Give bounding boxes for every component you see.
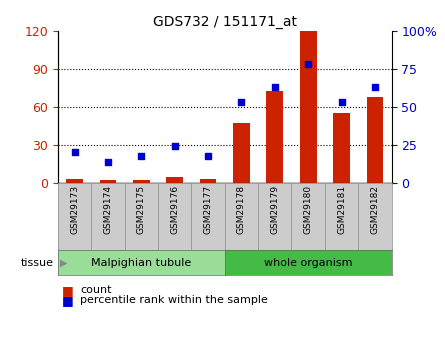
- Text: percentile rank within the sample: percentile rank within the sample: [80, 295, 268, 305]
- Text: ■: ■: [62, 294, 74, 307]
- Text: Malpighian tubule: Malpighian tubule: [91, 258, 191, 267]
- Bar: [133, 180, 150, 183]
- Bar: [200, 179, 216, 183]
- Point: [71, 150, 78, 155]
- Bar: [367, 97, 383, 183]
- Text: GSM29182: GSM29182: [370, 185, 380, 234]
- Bar: [267, 90, 283, 183]
- Point: [105, 159, 112, 164]
- Text: GSM29176: GSM29176: [170, 185, 179, 234]
- Point: [338, 100, 345, 105]
- Bar: [233, 124, 250, 183]
- Text: GSM29178: GSM29178: [237, 185, 246, 234]
- Bar: [300, 31, 316, 183]
- Text: GSM29174: GSM29174: [103, 185, 113, 234]
- Point: [138, 153, 145, 158]
- Bar: [166, 177, 183, 183]
- Text: whole organism: whole organism: [264, 258, 352, 267]
- Text: GSM29181: GSM29181: [337, 185, 346, 234]
- Text: GSM29173: GSM29173: [70, 185, 79, 234]
- Point: [305, 62, 312, 67]
- Text: GSM29179: GSM29179: [270, 185, 279, 234]
- Text: GSM29180: GSM29180: [303, 185, 313, 234]
- Bar: [66, 179, 83, 183]
- Text: ▶: ▶: [60, 258, 68, 267]
- Text: tissue: tissue: [20, 258, 53, 267]
- Point: [271, 85, 279, 90]
- Title: GDS732 / 151171_at: GDS732 / 151171_at: [153, 14, 297, 29]
- Bar: [100, 180, 116, 183]
- Text: GSM29175: GSM29175: [137, 185, 146, 234]
- Point: [171, 144, 178, 149]
- Point: [205, 153, 212, 158]
- Point: [372, 85, 379, 90]
- Text: ■: ■: [62, 284, 74, 297]
- Point: [238, 100, 245, 105]
- Text: GSM29177: GSM29177: [203, 185, 213, 234]
- Text: count: count: [80, 286, 112, 295]
- Bar: [333, 113, 350, 183]
